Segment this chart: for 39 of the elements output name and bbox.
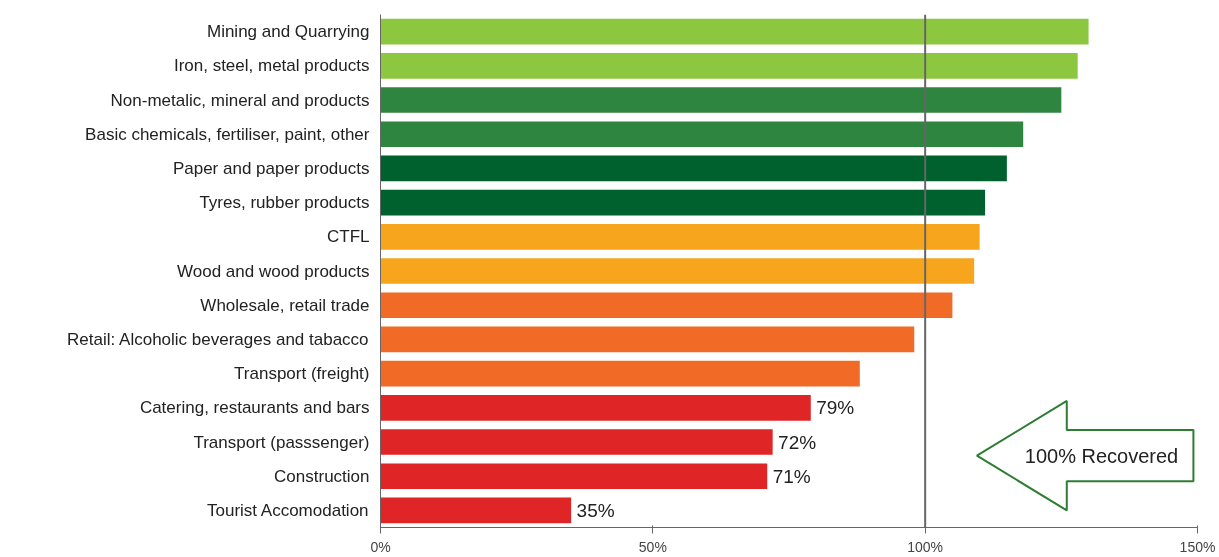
y-tick-label: Wood and wood products (177, 261, 370, 281)
bar (380, 189, 986, 216)
x-tick-label: 50% (638, 538, 667, 555)
y-tick-label: CTFL (327, 227, 370, 247)
bar (380, 155, 1007, 182)
bar (380, 292, 953, 319)
bar (380, 360, 860, 387)
bar (380, 18, 1089, 45)
x-tick-label: 150% (1179, 538, 1216, 555)
y-tick-label: Mining and Quarrying (206, 22, 370, 42)
x-tick-label: 100% (907, 538, 944, 555)
y-tick-label: Transport (freight) (234, 364, 370, 384)
bar (380, 429, 773, 455)
bar (380, 326, 915, 353)
bar (380, 258, 975, 284)
y-tick-label: Retail: Alcoholic beverages and tabacco (67, 329, 369, 349)
y-tick-label: Wholesale, retail trade (200, 295, 370, 315)
annotation: 100% Recovered (1024, 444, 1179, 467)
data-label: 35% (576, 499, 615, 521)
y-tick-label: Basic chemicals, fertiliser, paint, other (85, 124, 370, 144)
bar (380, 394, 811, 421)
y-tick-label: Transport (passsenger) (193, 432, 370, 452)
y-tick-label: Non-metalic, mineral and products (110, 90, 370, 110)
y-tick-label: Iron, steel, metal products (173, 56, 370, 76)
y-tick-label: Tourist Accomodation (206, 500, 369, 520)
y-tick-label: Construction (274, 466, 370, 486)
bar (380, 463, 768, 490)
x-tick-label: 0% (370, 538, 391, 555)
data-label: 72% (778, 431, 817, 453)
bar (380, 223, 980, 250)
bar (380, 121, 1024, 148)
bar (380, 52, 1078, 79)
y-tick-label: Catering, restaurants and bars (139, 398, 370, 418)
bar (380, 497, 572, 524)
y-tick-label: Paper and paper products (172, 158, 370, 178)
data-label: 79% (816, 397, 855, 419)
data-label: 71% (772, 465, 811, 487)
y-tick-label: Tyres, rubber products (199, 193, 370, 213)
bar (380, 87, 1062, 113)
